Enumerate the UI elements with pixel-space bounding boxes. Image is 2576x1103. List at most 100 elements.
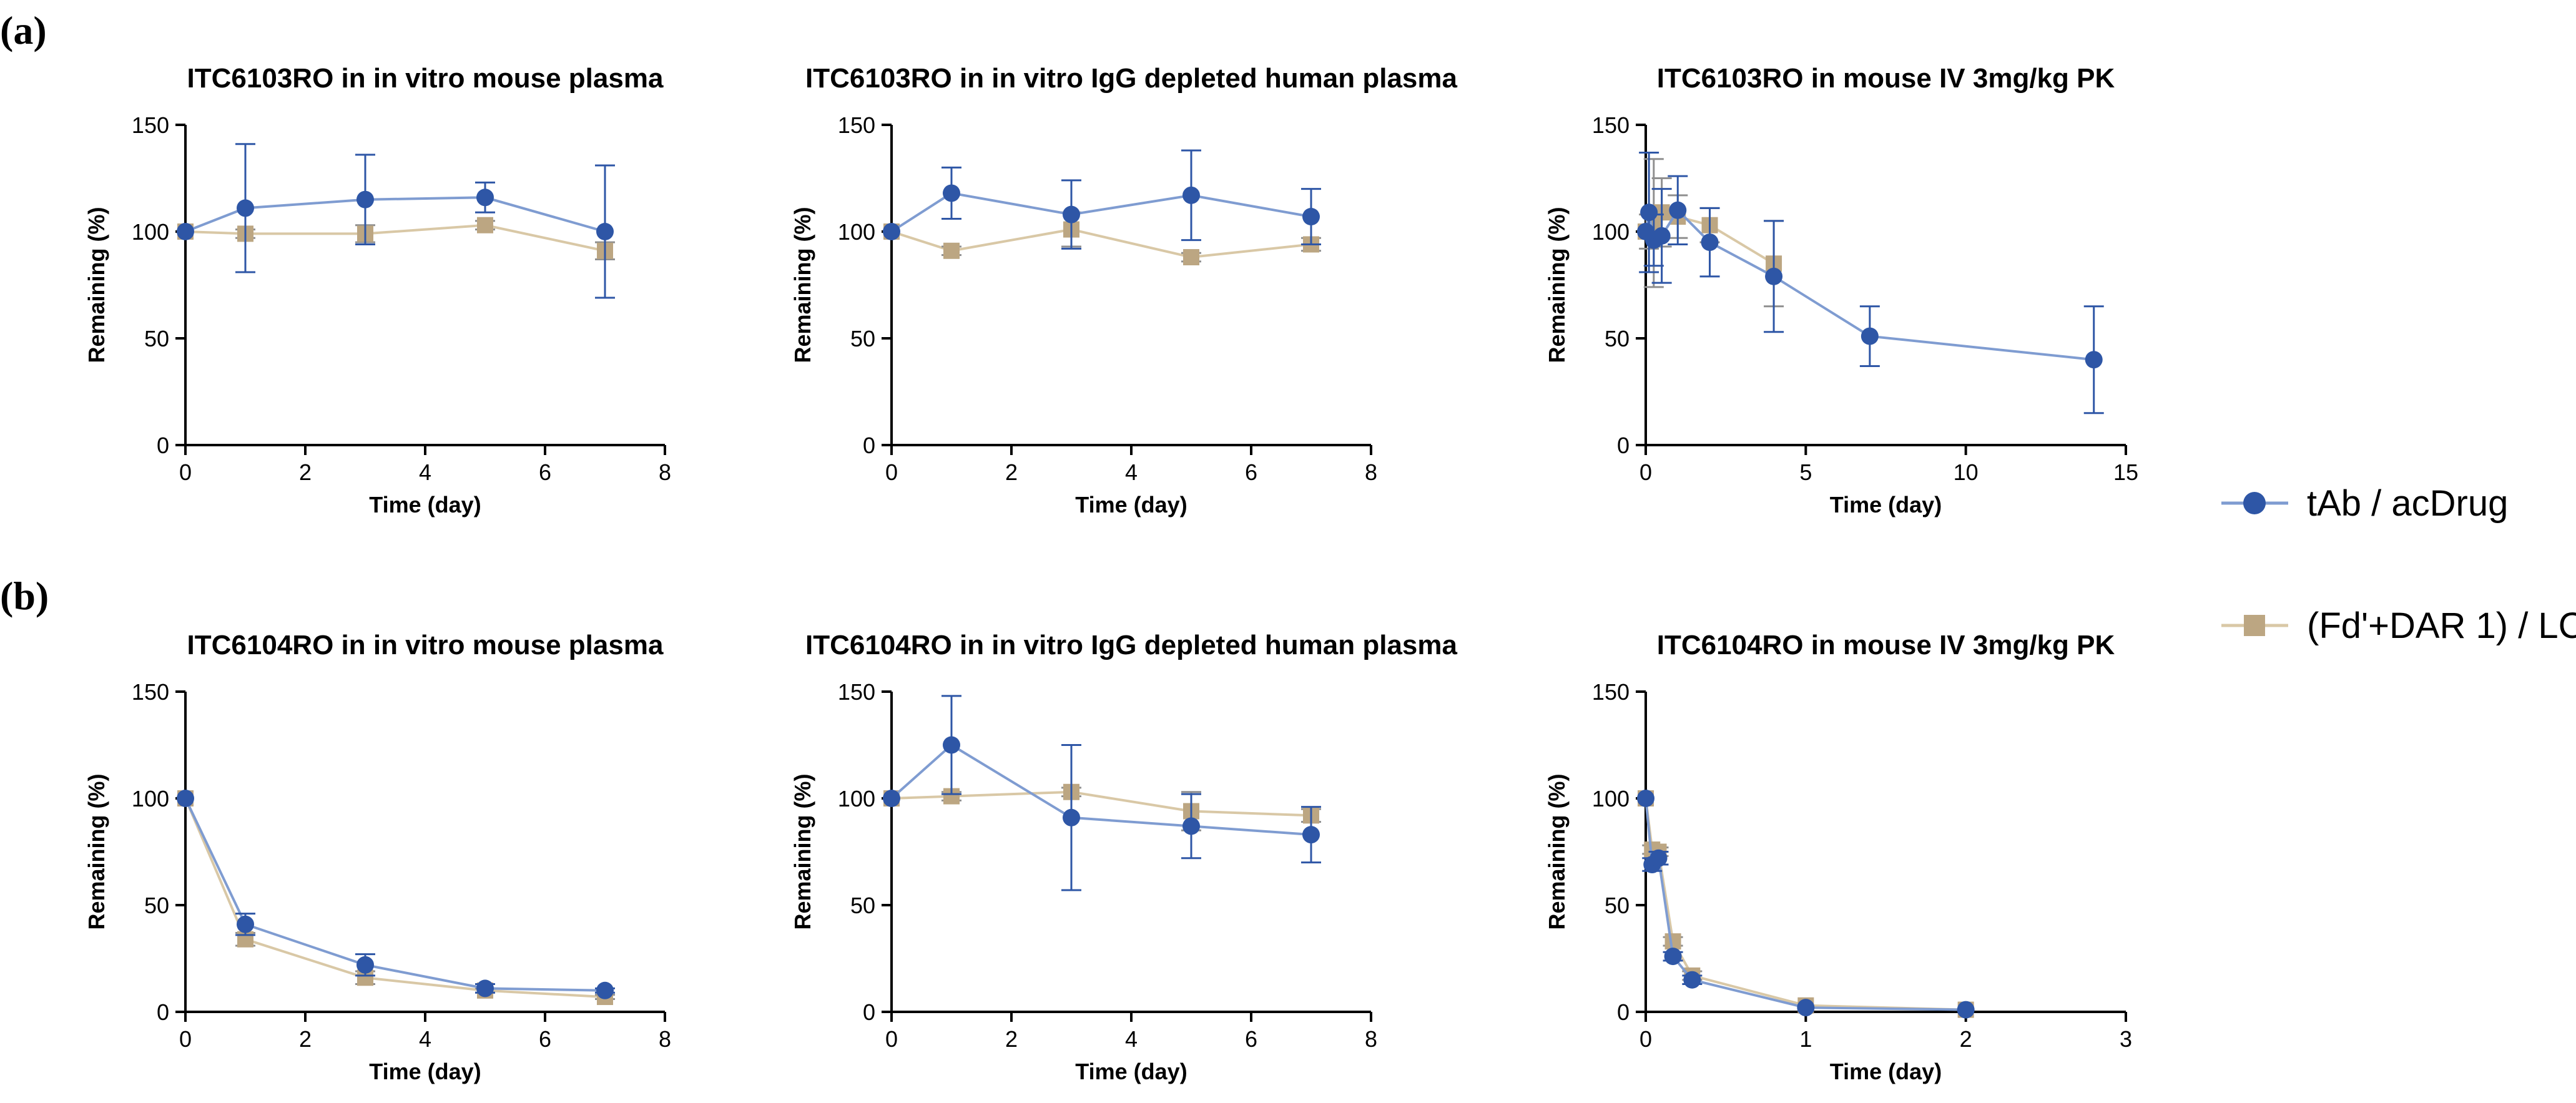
x-axis-label: Time (day) bbox=[369, 1059, 481, 1084]
y-tick-label: 0 bbox=[157, 999, 169, 1025]
data-point bbox=[1861, 327, 1879, 345]
legend: tAb / acDrug (Fd'+DAR 1) / LC bbox=[2221, 483, 2576, 646]
data-point bbox=[356, 956, 374, 974]
x-tick-label: 3 bbox=[2120, 1026, 2132, 1052]
y-tick-label: 50 bbox=[144, 326, 169, 351]
y-tick-label: 0 bbox=[1617, 999, 1630, 1025]
panel-label-a: (a) bbox=[0, 8, 47, 52]
legend-marker-tab bbox=[2243, 492, 2266, 514]
x-axis-label: Time (day) bbox=[1075, 1059, 1187, 1084]
panel-label-b: (b) bbox=[0, 574, 49, 618]
data-point bbox=[1797, 999, 1815, 1017]
y-axis-label: Remaining (%) bbox=[790, 207, 815, 363]
series-tab-acdrug bbox=[1637, 790, 1975, 1019]
y-tick-label: 0 bbox=[157, 433, 169, 458]
x-tick-label: 0 bbox=[179, 459, 192, 485]
x-tick-label: 10 bbox=[1954, 459, 1979, 485]
y-tick-label: 0 bbox=[863, 433, 875, 458]
y-tick-label: 0 bbox=[863, 999, 875, 1025]
chart-3: ITC6103RO in mouse IV 3mg/kg PK050100150… bbox=[1544, 63, 2138, 517]
charts-area: ITC6103RO in in vitro mouse plasma050100… bbox=[84, 63, 2138, 1084]
x-axis-label: Time (day) bbox=[1830, 1059, 1942, 1084]
y-tick-label: 150 bbox=[132, 679, 169, 705]
series-fd-dar1-lc bbox=[177, 790, 615, 1006]
data-point bbox=[943, 184, 960, 202]
data-point bbox=[1701, 233, 1719, 252]
x-tick-label: 6 bbox=[1245, 1026, 1257, 1052]
chart-6: ITC6104RO in mouse IV 3mg/kg PK 0 50 100 150… bbox=[1544, 630, 2132, 1084]
data-point bbox=[943, 242, 960, 259]
chart-title: ITC6103RO in in vitro mouse plasma bbox=[187, 63, 664, 94]
x-tick-label: 6 bbox=[1245, 459, 1257, 485]
chart-title: ITC6103RO in mouse IV 3mg/kg PK bbox=[1657, 63, 2115, 94]
x-tick-label: 8 bbox=[659, 1026, 671, 1052]
y-tick-label: 150 bbox=[838, 112, 875, 138]
data-point bbox=[596, 223, 614, 240]
x-tick-label: 8 bbox=[659, 459, 671, 485]
series-tab-acdrug bbox=[177, 143, 615, 299]
x-tick-label: 5 bbox=[1799, 459, 1812, 485]
y-tick-label: 100 bbox=[132, 219, 169, 245]
data-point bbox=[477, 217, 493, 233]
series-fd-dar1-lc bbox=[883, 211, 1321, 266]
x-tick-label: 4 bbox=[419, 1026, 431, 1052]
data-point bbox=[1182, 817, 1200, 835]
series-line bbox=[184, 798, 606, 992]
y-tick-label: 100 bbox=[838, 786, 875, 811]
data-point bbox=[1664, 933, 1681, 950]
y-tick-label: 50 bbox=[1605, 893, 1630, 918]
chart-5: ITC6104RO in in vitro IgG depleted human… bbox=[790, 630, 1458, 1084]
x-tick-label: 4 bbox=[1125, 1026, 1138, 1052]
data-point bbox=[356, 190, 374, 208]
data-point bbox=[1183, 249, 1199, 266]
x-axis-label: Time (day) bbox=[1830, 492, 1942, 517]
legend-label-tab: tAb / acDrug bbox=[2307, 483, 2508, 524]
data-point bbox=[883, 223, 900, 240]
y-axis-label: Remaining (%) bbox=[790, 773, 815, 929]
data-point bbox=[2085, 351, 2103, 369]
y-tick-label: 50 bbox=[1605, 326, 1630, 351]
y-tick-label: 150 bbox=[132, 112, 169, 138]
chart-title: ITC6104RO in in vitro mouse plasma bbox=[187, 630, 664, 660]
legend-entry-tab: tAb / acDrug bbox=[2221, 483, 2508, 524]
x-tick-label: 6 bbox=[539, 459, 551, 485]
x-tick-label: 0 bbox=[1639, 459, 1652, 485]
legend-label-fd-dar: (Fd'+DAR 1) / LC bbox=[2307, 605, 2576, 646]
data-point bbox=[177, 223, 194, 240]
data-point bbox=[1653, 227, 1671, 245]
y-tick-label: 50 bbox=[144, 893, 169, 918]
x-tick-label: 2 bbox=[1960, 1026, 1972, 1052]
y-tick-label: 50 bbox=[850, 326, 875, 351]
legend-marker-fd-dar bbox=[2244, 615, 2265, 636]
y-tick-label: 100 bbox=[838, 219, 875, 245]
series-fd-dar1-lc bbox=[177, 217, 615, 260]
x-tick-label: 8 bbox=[1365, 459, 1377, 485]
y-tick-label: 100 bbox=[1592, 219, 1630, 245]
data-point bbox=[1063, 808, 1080, 826]
y-axis-label: Remaining (%) bbox=[1544, 207, 1570, 363]
data-point bbox=[1302, 208, 1320, 226]
chart-4: ITC6104RO in in vitro mouse plasma 0 50 100… bbox=[84, 630, 671, 1084]
x-axis-label: Time (day) bbox=[369, 492, 481, 517]
data-point bbox=[1669, 201, 1687, 219]
chart-title: ITC6104RO in mouse IV 3mg/kg PK bbox=[1657, 630, 2115, 660]
data-point bbox=[883, 790, 900, 807]
y-tick-label: 100 bbox=[132, 786, 169, 811]
y-tick-label: 150 bbox=[838, 679, 875, 705]
data-point bbox=[596, 981, 614, 999]
y-tick-label: 100 bbox=[1592, 786, 1630, 811]
x-tick-label: 6 bbox=[539, 1026, 551, 1052]
x-tick-label: 2 bbox=[1005, 459, 1018, 485]
series-tab-acdrug bbox=[1637, 151, 2104, 414]
y-axis-label: Remaining (%) bbox=[84, 207, 109, 363]
x-tick-label: 0 bbox=[885, 459, 898, 485]
x-tick-label: 2 bbox=[299, 459, 312, 485]
data-point bbox=[476, 979, 494, 998]
data-point bbox=[1637, 790, 1654, 807]
chart-1: ITC6103RO in in vitro mouse plasma 0 50 100… bbox=[84, 63, 671, 517]
data-point bbox=[1664, 948, 1682, 966]
data-point bbox=[476, 189, 494, 207]
data-point bbox=[177, 790, 194, 807]
x-tick-label: 8 bbox=[1365, 1026, 1377, 1052]
